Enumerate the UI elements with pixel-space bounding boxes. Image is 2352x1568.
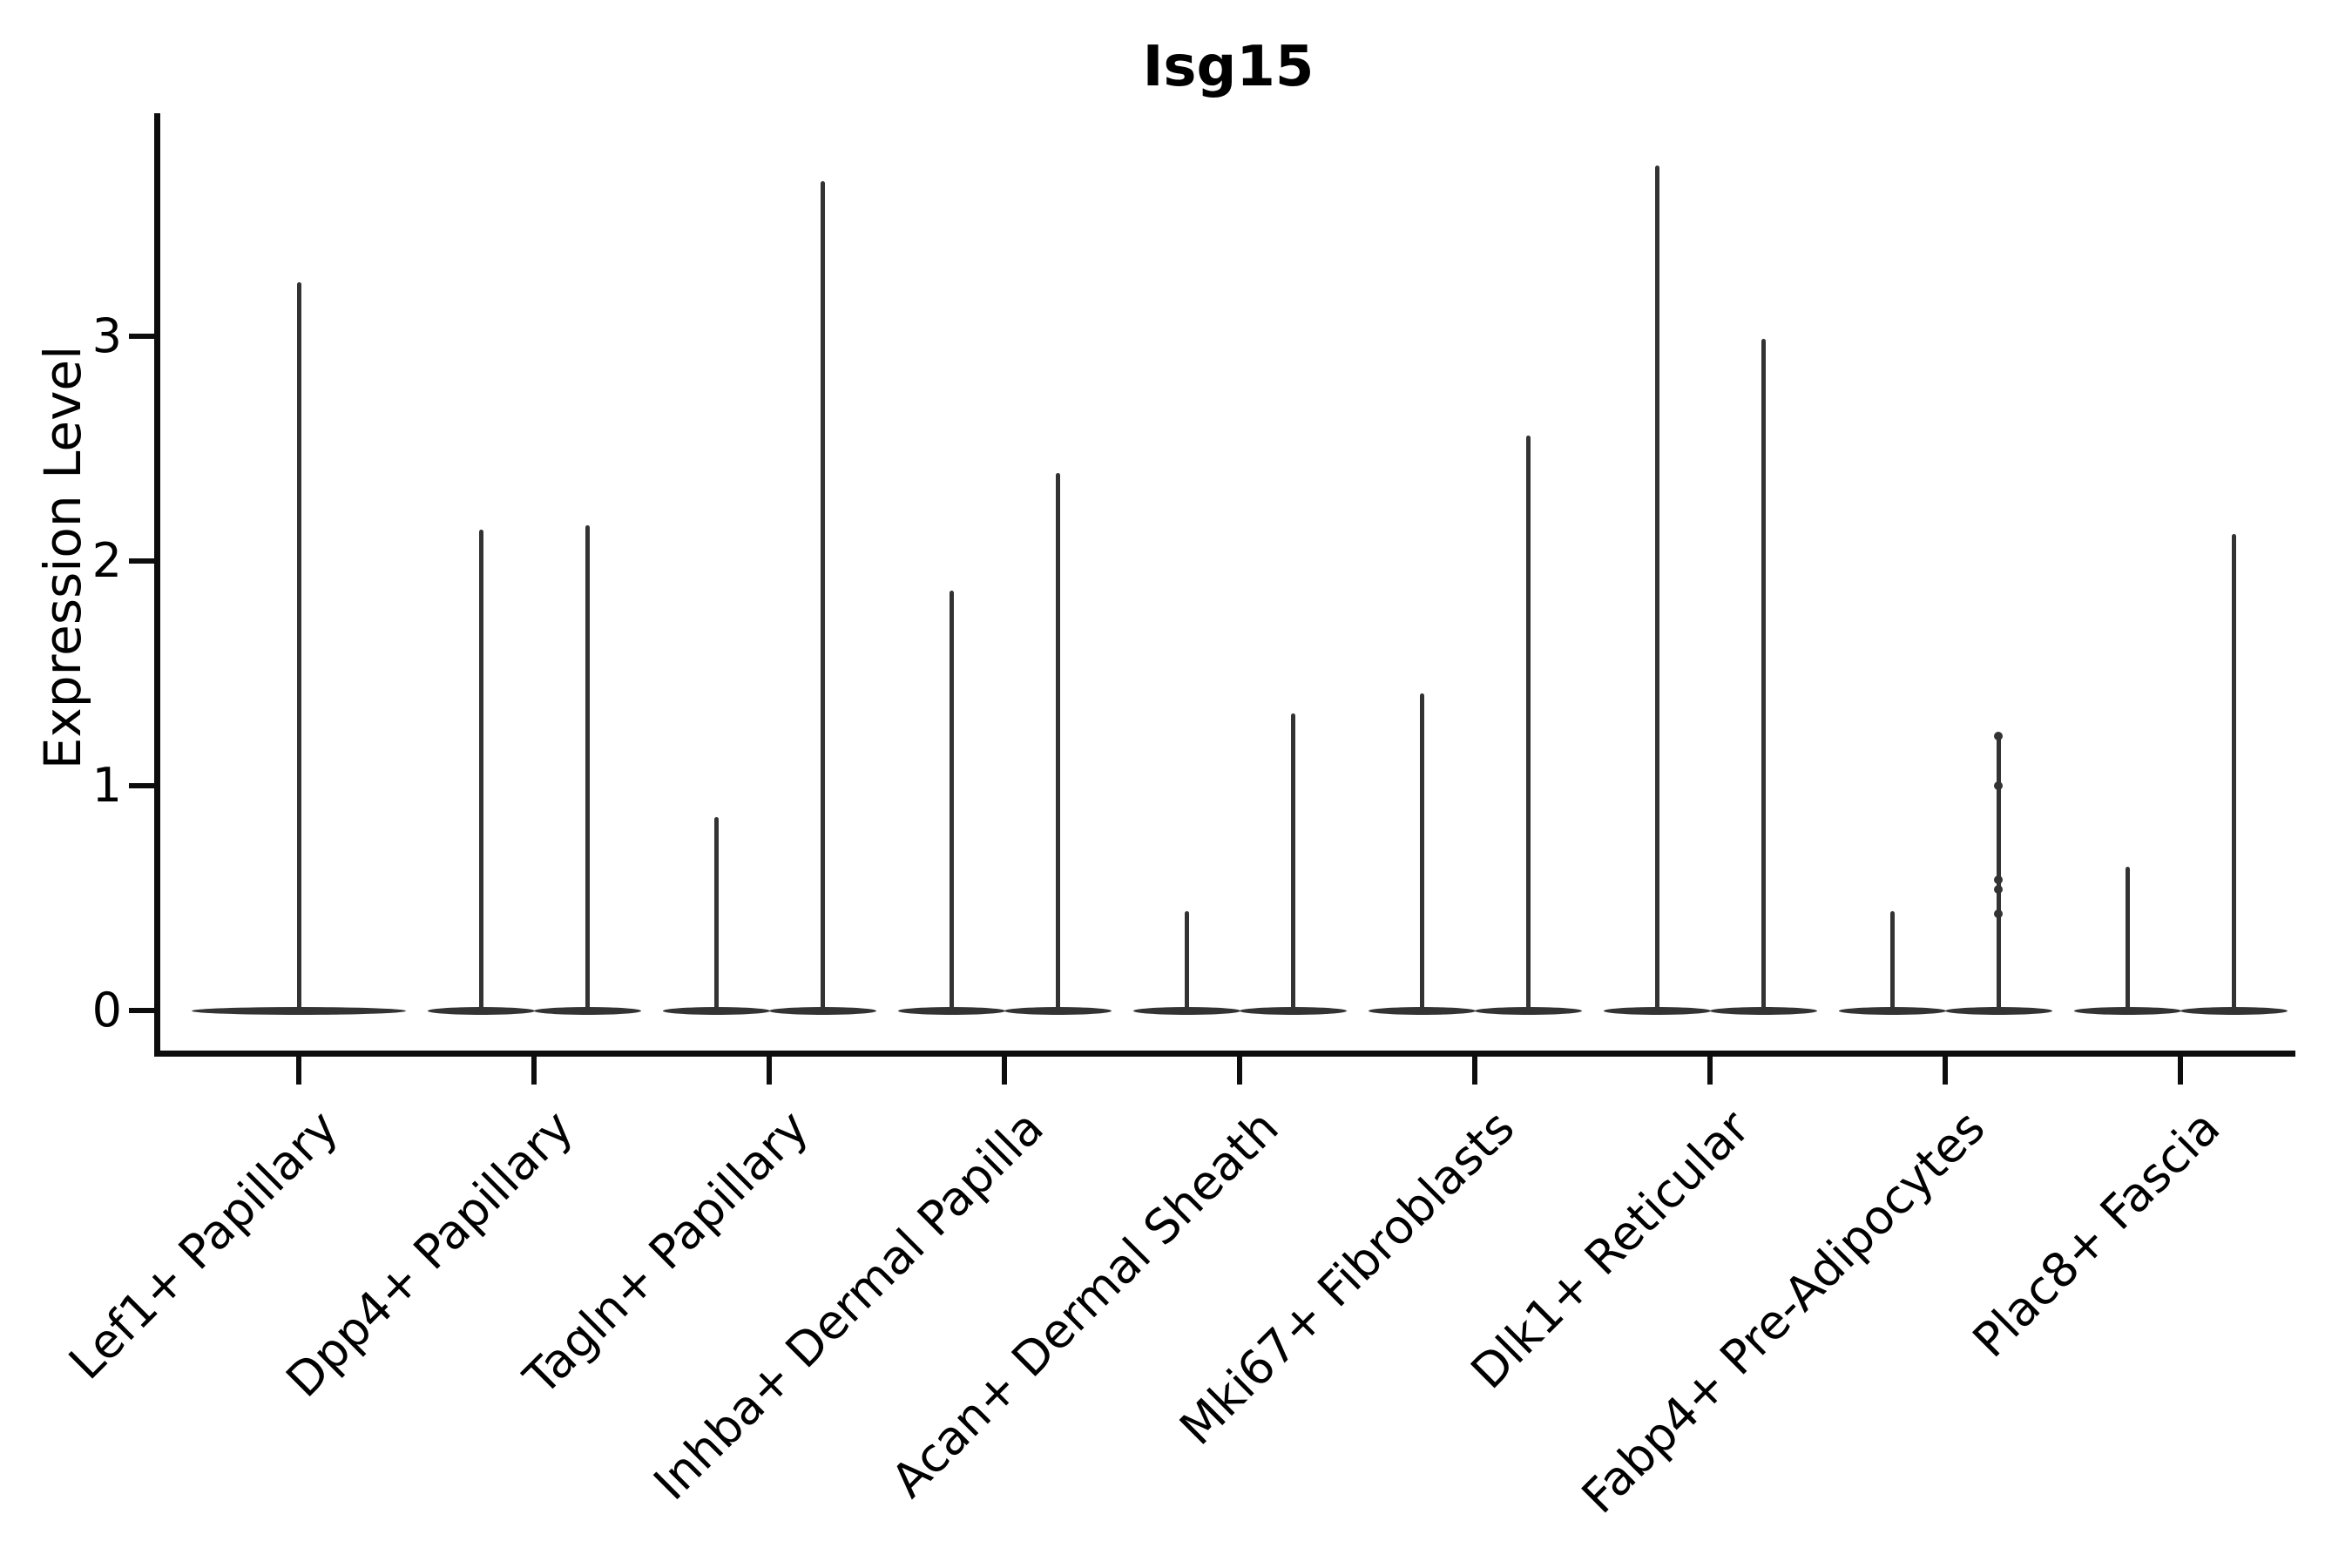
violin-baseline (1474, 1006, 1582, 1015)
y-tick-label: 3 (91, 308, 122, 363)
violin-spike (1055, 473, 1060, 1010)
violin-spike (1761, 338, 1766, 1010)
violin-spike (1290, 713, 1295, 1010)
x-tick-label: Fabp4+ Pre-Adipocytes (1571, 1099, 1996, 1524)
x-tick-mark (1472, 1057, 1477, 1085)
y-tick-mark (129, 334, 157, 339)
expression-point (1994, 884, 2003, 894)
plot-title: Isg15 (1142, 35, 1315, 99)
y-tick-mark (129, 558, 157, 564)
x-tick-mark (767, 1057, 772, 1085)
violin-spike (1996, 736, 2001, 1010)
violin-baseline (1132, 1006, 1240, 1015)
violin-baseline (533, 1006, 641, 1015)
violin-spike (1889, 911, 1895, 1010)
x-axis-spine (154, 1051, 2295, 1057)
violin-baseline (1944, 1006, 2052, 1015)
violin-spike (820, 180, 825, 1010)
x-tick-mark (296, 1057, 301, 1085)
violin-spike (1525, 435, 1531, 1010)
violin-spike (478, 529, 483, 1010)
x-tick-label: Plac8+ Fascia (1962, 1099, 2231, 1369)
violin-baseline (427, 1006, 535, 1015)
x-tick-mark (1943, 1057, 1948, 1085)
y-axis-spine (154, 113, 160, 1056)
violin-spike (2231, 534, 2236, 1010)
violin-baseline (2073, 1006, 2181, 1015)
violin-spike (296, 282, 301, 1010)
violin-baseline (1004, 1006, 1112, 1015)
expression-point (1994, 732, 2003, 741)
violin-baseline (662, 1006, 770, 1015)
x-tick-mark (1002, 1057, 1007, 1085)
y-tick-label: 0 (91, 983, 122, 1037)
violin-baseline (2180, 1006, 2288, 1015)
violin-spike (1184, 911, 1189, 1010)
violin-baseline (897, 1006, 1005, 1015)
expression-point (1994, 875, 2003, 885)
x-tick-label: Inhba+ Dermal Papilla (643, 1099, 1055, 1511)
y-tick-mark (129, 783, 157, 788)
y-tick-mark (129, 1008, 157, 1013)
violin-baseline (1838, 1006, 1946, 1015)
violin-spike (585, 524, 590, 1010)
violin-baseline (768, 1006, 876, 1015)
x-tick-label: Acan+ Dermal Sheath (881, 1099, 1290, 1509)
violin-spike (1654, 165, 1659, 1010)
violin-baseline (1368, 1006, 1476, 1015)
y-tick-label: 2 (91, 533, 122, 588)
expression-point (1994, 781, 2003, 790)
violin-spike (949, 590, 954, 1010)
expression-point (1994, 909, 2003, 919)
x-tick-mark (1707, 1057, 1713, 1085)
violin-baseline (1709, 1006, 1817, 1015)
x-tick-mark (531, 1057, 537, 1085)
violin-baseline (1603, 1006, 1711, 1015)
violin-baseline (192, 1006, 406, 1015)
violin-spike (713, 817, 719, 1010)
violin-spike (1419, 693, 1424, 1010)
violin-spike (2125, 866, 2130, 1010)
y-tick-label: 1 (91, 758, 122, 813)
x-tick-mark (2178, 1057, 2183, 1085)
x-tick-mark (1237, 1057, 1242, 1085)
violin-baseline (1239, 1006, 1347, 1015)
